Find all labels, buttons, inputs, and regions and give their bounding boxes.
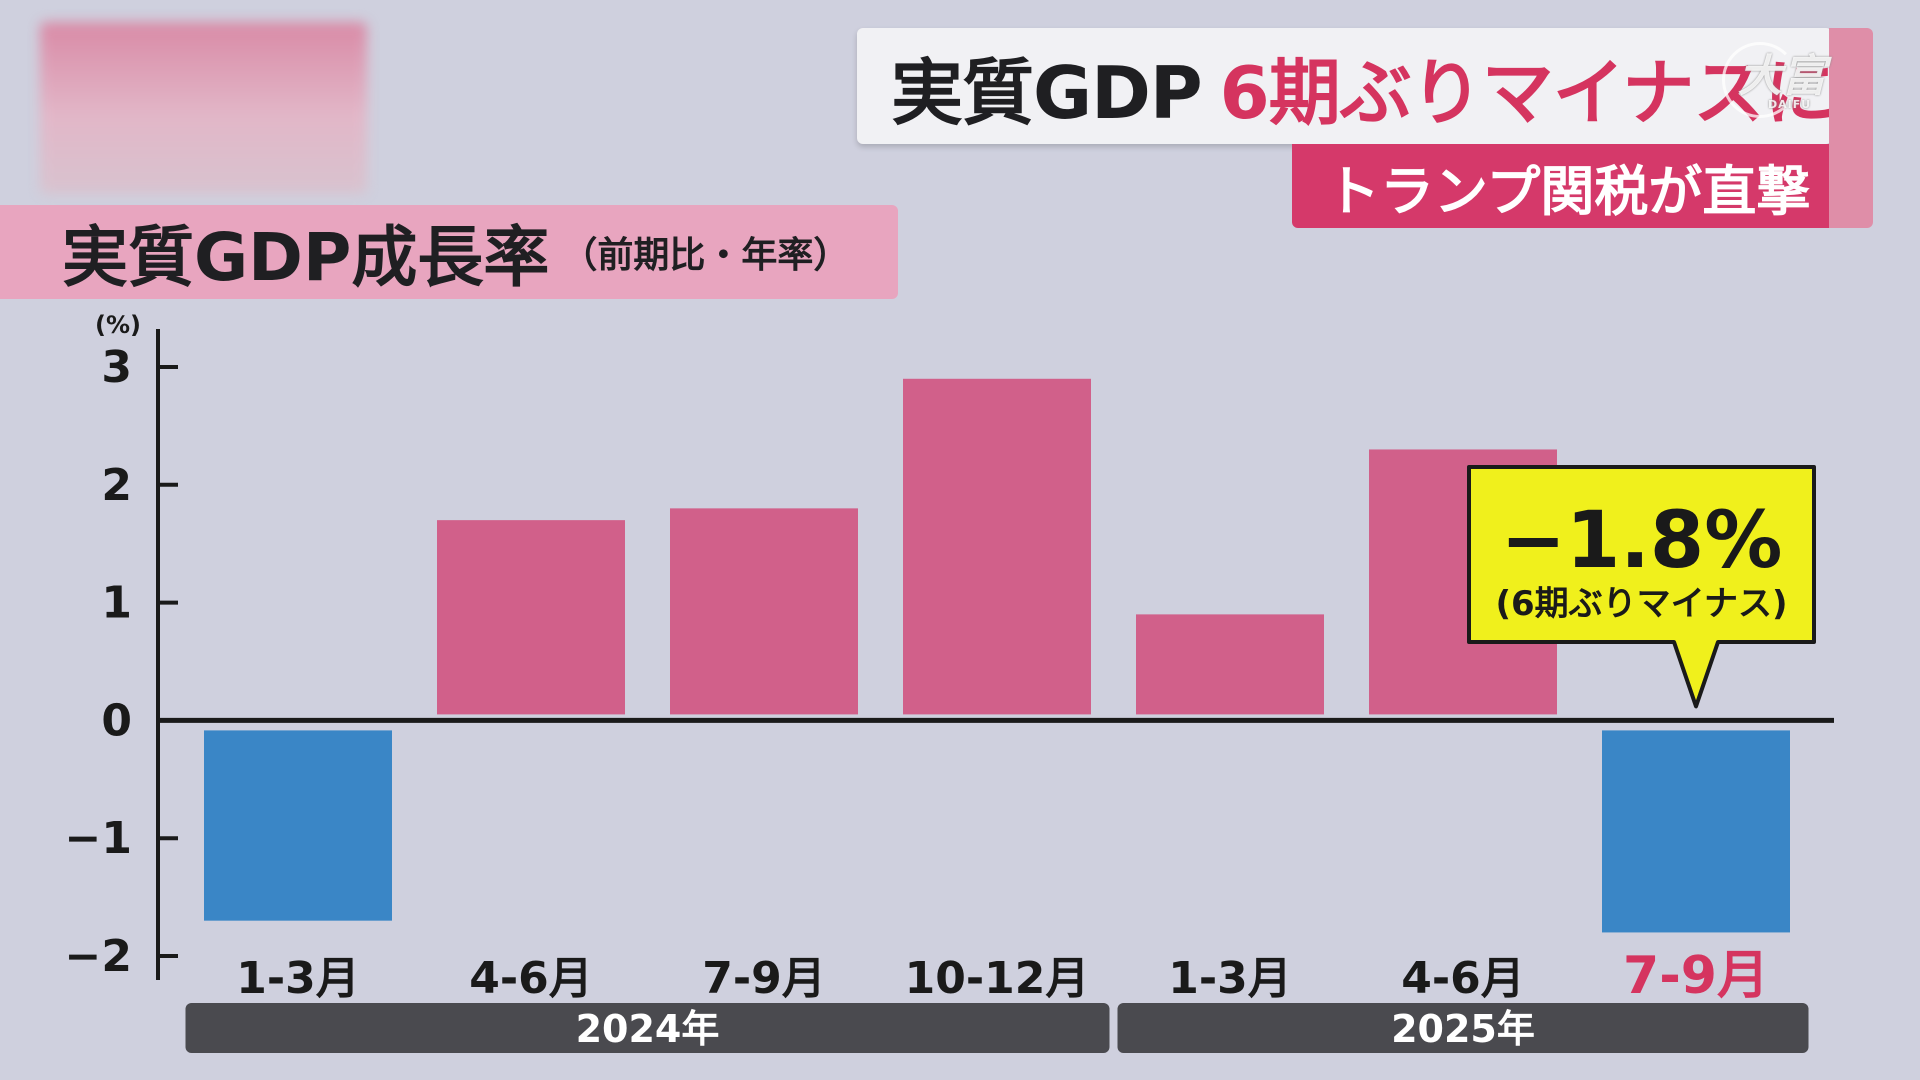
headline-part1: 実質GDP [891, 50, 1203, 135]
bar [670, 508, 858, 715]
y-tick-label: 3 [101, 342, 132, 393]
headline-subtitle: トランプ関税が直撃 [1292, 144, 1829, 228]
year-group-bar [185, 1003, 1110, 1053]
x-tick-label: 1-3月 [1168, 953, 1292, 1004]
x-tick-label: 4-6月 [1401, 953, 1525, 1004]
callout-box [1467, 465, 1816, 709]
chart-title: 実質GDP成長率 [62, 219, 550, 296]
chart-title-band: 実質GDP成長率 （前期比・年率） [0, 205, 898, 299]
blurred-logo [40, 22, 367, 194]
y-tick-label: 2 [101, 460, 132, 511]
x-tick-label: 7-9月 [702, 953, 826, 1004]
year-group-label: 2024年 [576, 1007, 720, 1051]
y-tick-label: 1 [101, 578, 132, 629]
bar [437, 520, 625, 715]
y-tick-label: −2 [65, 931, 132, 982]
x-tick-label: 7-9月 [1623, 946, 1769, 1006]
x-tick-label: 4-6月 [469, 953, 593, 1004]
y-unit-label: (%) [95, 311, 141, 339]
bar [1136, 614, 1324, 715]
callout-note: (6期ぶりマイナス) [1495, 584, 1787, 624]
y-tick-label: −1 [65, 813, 132, 864]
headline-accent-tab [1829, 28, 1873, 228]
x-tick-label: 1-3月 [236, 953, 360, 1004]
bar [204, 730, 392, 921]
year-group-bar [1117, 1003, 1809, 1053]
bar [903, 378, 1091, 715]
y-tick-label: 0 [101, 695, 132, 746]
watermark-ring-icon [1722, 42, 1798, 118]
year-group-label: 2025年 [1391, 1007, 1535, 1051]
bar [1602, 730, 1790, 933]
callout-value: −1.8% [1501, 496, 1783, 586]
chart-subtitle: （前期比・年率） [561, 235, 850, 276]
watermark-subtext: DAIFU [1768, 98, 1812, 111]
x-tick-label: 10-12月 [905, 953, 1090, 1004]
broadcaster-watermark: 大富 DAIFU [1722, 40, 1848, 120]
